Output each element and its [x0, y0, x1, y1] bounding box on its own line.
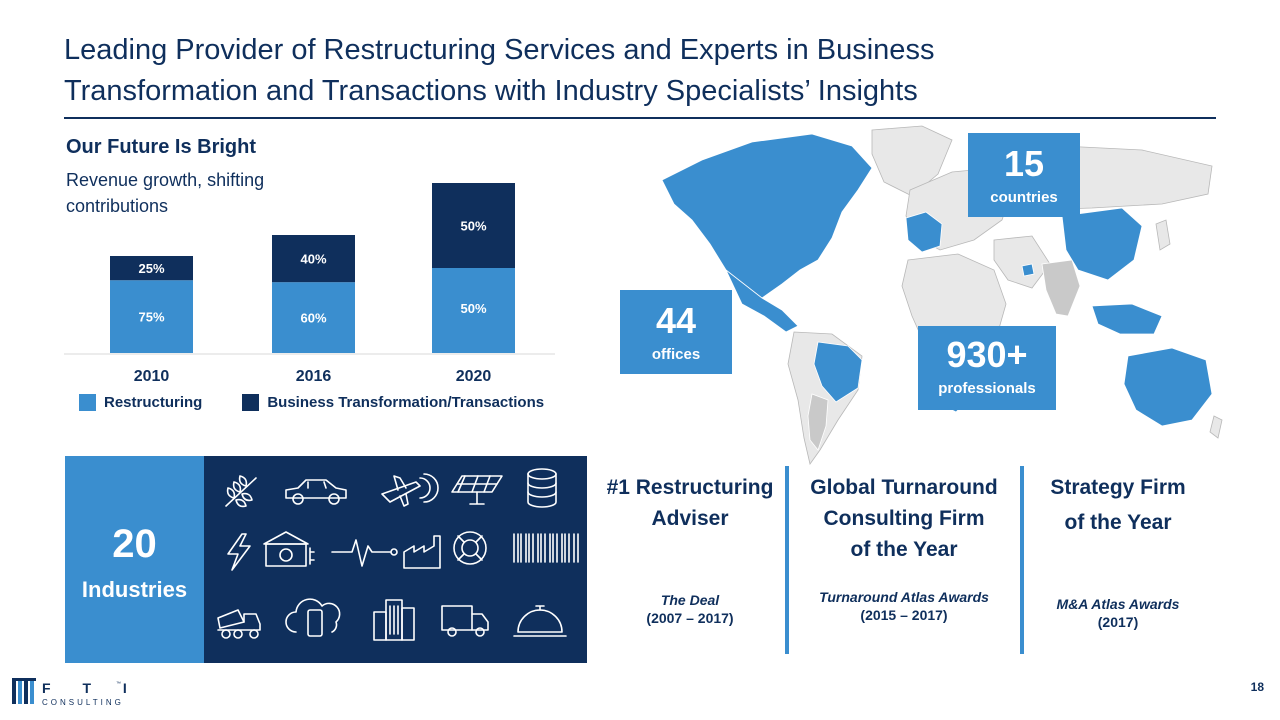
data-label-restructuring-2016: 60% [300, 311, 326, 326]
award-2-title-line-2: Consulting Firm [823, 507, 985, 530]
airplane-icon [381, 473, 439, 507]
bar-restructuring-2010 [110, 280, 193, 353]
fti-consulting-logo: F T I CONSULTING ™ [12, 678, 141, 707]
award-1-source: The Deal [660, 592, 720, 608]
service-bell-icon [513, 605, 567, 637]
stat-countries: 15 countries [968, 133, 1080, 217]
map-mexico [725, 269, 799, 333]
map-brazil [813, 341, 863, 403]
stat-countries-label: countries [990, 189, 1058, 206]
barcode-icon [513, 533, 579, 563]
x-tick-2010: 2010 [134, 368, 170, 385]
heartbeat-icon [331, 539, 398, 567]
map-new-zealand [1209, 415, 1223, 439]
revenue-mix-chart: 75% 25% 2010 60% 40% 2016 50% 50% 2020 [64, 183, 555, 385]
map-india [1041, 259, 1081, 317]
award-divider-2 [1020, 466, 1024, 654]
bar-bt-2020 [432, 183, 515, 268]
award-2-title-line-3: of the Year [850, 538, 958, 561]
legend-label-bt: Business Transformation/Transactions [267, 394, 545, 411]
stat-professionals: 930+ professionals [918, 326, 1056, 410]
data-label-restructuring-2010: 75% [138, 310, 164, 325]
chart-legend: Restructuring Business Transformation/Tr… [79, 394, 584, 411]
logo-fti-text: F T I [42, 680, 141, 696]
legend-swatch-restructuring [79, 394, 96, 411]
page-title: Leading Provider of Restructuring Servic… [64, 30, 1214, 112]
award-divider-1 [785, 466, 789, 654]
stat-professionals-label: professionals [938, 380, 1036, 397]
fti-logo-mark [12, 678, 36, 704]
industries-count-panel: 20 Industries [65, 456, 204, 663]
map-se-asia [1091, 303, 1163, 335]
award-3-title-line-2: of the Year [1064, 511, 1172, 534]
legend-label-restructuring: Restructuring [104, 394, 203, 411]
chart-subheading: Revenue growth, shifting contributions [66, 170, 265, 216]
map-middle-east [993, 235, 1051, 289]
chart-heading: Our Future Is Bright [66, 136, 256, 158]
industries-count: 20 [112, 522, 157, 566]
x-tick-2020: 2020 [456, 368, 492, 385]
cloud-phone-icon [285, 598, 341, 637]
award-3-title-line-1: Strategy Firm [1050, 476, 1186, 499]
map-uae [1021, 263, 1035, 277]
map-north-america [661, 133, 873, 299]
bar-restructuring-2020 [432, 268, 515, 353]
map-western-europe [905, 211, 943, 253]
bank-icon [263, 531, 315, 567]
map-china [1061, 207, 1143, 281]
award-1-title-line-1: #1 Restructuring [606, 476, 774, 499]
award-restructuring-adviser: #1 Restructuring Adviser The Deal (2007 … [600, 472, 780, 626]
stat-offices-value: 44 [655, 300, 697, 341]
page-title-line-1: Leading Provider of Restructuring Servic… [64, 34, 935, 66]
stat-countries-value: 15 [1003, 143, 1045, 184]
solar-panel-icon [451, 475, 503, 505]
buildings-icon [373, 599, 415, 641]
car-icon [285, 479, 347, 505]
award-2-title-line-1: Global Turnaround [810, 476, 998, 499]
bar-restructuring-2016 [272, 282, 355, 353]
map-argentina [807, 393, 829, 451]
stat-professionals-value: 930+ [946, 334, 1028, 375]
data-label-bt-2020: 50% [460, 219, 486, 234]
lifebuoy-icon [453, 531, 487, 565]
bar-bt-2016 [272, 235, 355, 283]
data-label-bt-2016: 40% [300, 252, 326, 267]
map-australia [1123, 347, 1213, 427]
title-divider [64, 117, 1216, 119]
wheat-icon [225, 475, 257, 508]
logo-trademark: ™ [116, 681, 121, 687]
legend-item-bt: Business Transformation/Transactions [242, 394, 544, 411]
bar-bt-2010 [110, 256, 193, 281]
dump-truck-icon [217, 609, 261, 639]
award-3-years: (2017) [1097, 614, 1139, 630]
page-number: 18 [1250, 680, 1264, 694]
award-1-title-line-2: Adviser [651, 507, 729, 530]
award-global-turnaround: Global Turnaround Consulting Firm of the… [794, 472, 1014, 623]
stat-offices: 44 offices [620, 290, 732, 374]
industries-icon-panel [204, 456, 587, 663]
award-2-years: (2015 – 2017) [860, 607, 948, 623]
legend-swatch-bt [242, 394, 260, 411]
award-2-source: Turnaround Atlas Awards [819, 589, 989, 605]
award-3-source: M&A Atlas Awards [1056, 596, 1180, 612]
x-tick-2016: 2016 [296, 368, 332, 385]
award-1-years: (2007 – 2017) [646, 610, 734, 626]
data-label-restructuring-2020: 50% [460, 301, 486, 316]
database-icon [527, 468, 557, 508]
data-label-bt-2010: 25% [138, 261, 164, 276]
map-japan [1155, 219, 1171, 251]
stat-offices-label: offices [651, 346, 701, 363]
lightning-icon [227, 533, 251, 571]
industries-label: Industries [81, 577, 188, 602]
logo-consulting-text: CONSULTING [42, 698, 124, 707]
page-title-line-2: Transformation and Transactions with Ind… [64, 75, 918, 107]
legend-item-restructuring: Restructuring [79, 394, 202, 411]
delivery-truck-icon [441, 605, 489, 637]
factory-icon [403, 535, 441, 569]
award-strategy-firm: Strategy Firm of the Year M&A Atlas Awar… [1030, 472, 1206, 630]
